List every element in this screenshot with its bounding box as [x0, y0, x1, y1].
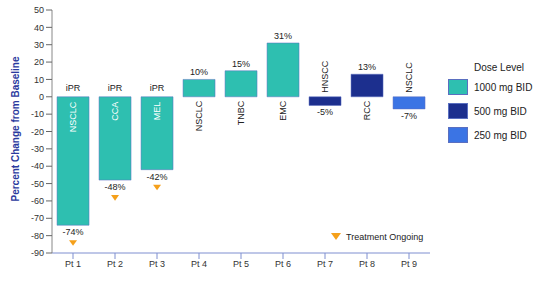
svg-text:Percent Change from Baseline: Percent Change from Baseline: [10, 56, 21, 201]
svg-text:-7%: -7%: [401, 111, 417, 121]
svg-text:-74%: -74%: [63, 227, 84, 237]
svg-text:NSCLC: NSCLC: [194, 100, 204, 131]
svg-text:Pt 5: Pt 5: [233, 259, 249, 269]
svg-text:iPR: iPR: [108, 83, 123, 93]
svg-text:Pt 9: Pt 9: [401, 259, 417, 269]
svg-text:13%: 13%: [358, 62, 376, 72]
svg-text:31%: 31%: [274, 31, 292, 41]
svg-text:HNSCC: HNSCC: [320, 60, 330, 93]
svg-text:15%: 15%: [232, 59, 250, 69]
svg-text:10%: 10%: [190, 67, 208, 77]
svg-text:-42%: -42%: [147, 172, 168, 182]
svg-text:Pt 2: Pt 2: [107, 259, 123, 269]
svg-text:-20: -20: [31, 127, 44, 137]
svg-text:-50: -50: [31, 179, 44, 189]
html-text:250 mg BID: 250 mg BID: [474, 129, 527, 141]
svg-text:-70: -70: [31, 213, 44, 223]
svg-text:-48%: -48%: [105, 182, 126, 192]
svg-text:-30: -30: [31, 144, 44, 154]
html-text:1000 mg BID: 1000 mg BID: [474, 81, 533, 93]
svg-text:iPR: iPR: [150, 83, 165, 93]
svg-text:40: 40: [34, 23, 44, 33]
svg-text:-90: -90: [31, 248, 44, 258]
svg-text:-80: -80: [31, 231, 44, 241]
svg-text:-5%: -5%: [317, 107, 333, 117]
svg-text:Pt 7: Pt 7: [317, 259, 333, 269]
html-text:Dose Level: Dose Level: [474, 62, 524, 73]
svg-text:Pt 1: Pt 1: [65, 259, 81, 269]
svg-text:0: 0: [39, 92, 44, 102]
svg-text:Pt 8: Pt 8: [359, 259, 375, 269]
svg-text:-40: -40: [31, 161, 44, 171]
svg-text:MEL: MEL: [152, 102, 162, 121]
svg-text:NSCLC: NSCLC: [68, 101, 78, 132]
svg-text:-60: -60: [31, 196, 44, 206]
svg-text:10: 10: [34, 75, 44, 85]
html-text:500 mg BID: 500 mg BID: [474, 105, 527, 117]
svg-text:30: 30: [34, 40, 44, 50]
svg-text:Pt 3: Pt 3: [149, 259, 165, 269]
svg-text:-10: -10: [31, 109, 44, 119]
svg-text:NSCLC: NSCLC: [404, 62, 414, 93]
svg-text:50: 50: [34, 5, 44, 15]
html-text:Treatment Ongoing: Treatment Ongoing: [346, 232, 424, 242]
svg-text:TNBC: TNBC: [236, 100, 246, 125]
svg-text:Pt 6: Pt 6: [275, 259, 291, 269]
svg-text:20: 20: [34, 57, 44, 67]
svg-text:EMC: EMC: [278, 100, 288, 121]
svg-text:iPR: iPR: [66, 83, 81, 93]
svg-text:RCC: RCC: [362, 100, 372, 120]
svg-text:CCA: CCA: [110, 102, 120, 121]
svg-text:Pt 4: Pt 4: [191, 259, 207, 269]
